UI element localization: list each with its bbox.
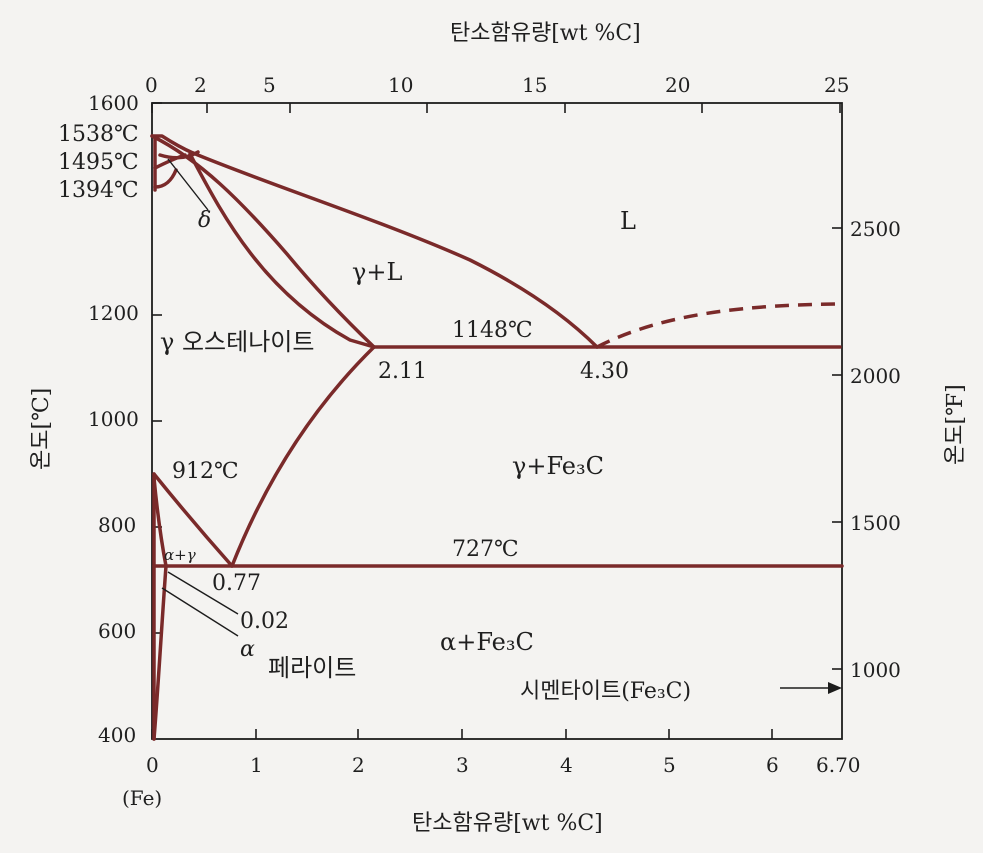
boundary-peritectic-to-2.11: [150, 134, 376, 349]
label-0-02: 0.02: [240, 609, 289, 634]
alpha-gamma-boundary: [152, 476, 168, 568]
left-tick-1600: 1600: [88, 91, 139, 115]
left-tick-400: 400: [98, 723, 136, 747]
delta-pointer: [167, 158, 209, 211]
label-727: 727℃: [452, 537, 519, 562]
label-gamma-liquid: γ+L: [352, 258, 402, 286]
top-tick-25: 25: [824, 73, 849, 97]
top-tick-2: 2: [194, 73, 207, 97]
label-alpha: α: [240, 637, 255, 662]
label-1148: 1148℃: [452, 318, 533, 343]
delta-liquidus: [150, 134, 195, 155]
left-tick-1000: 1000: [88, 407, 139, 431]
top-tick-0: 0: [145, 73, 158, 97]
alpha-solvus: [152, 564, 168, 741]
label-cementite: 시멘타이트(Fe₃C): [520, 679, 691, 704]
left-tick-1200: 1200: [88, 301, 139, 325]
label-liquid: L: [620, 207, 636, 235]
left-axis-title: 온도[℃]: [29, 388, 54, 470]
left-tick-600: 600: [98, 619, 136, 643]
solidus-gamma: [188, 152, 376, 349]
bottom-tick-5: 5: [663, 753, 676, 777]
top-tick-15: 15: [522, 73, 547, 97]
bottom-tick-1: 1: [250, 753, 263, 777]
label-1538: 1538℃: [58, 122, 139, 147]
alpha-pointer: [161, 587, 239, 637]
liquidus-to-eutectic: [191, 151, 599, 349]
bottom-axis-ticks: [151, 729, 773, 739]
top-axis-title: 탄소함유량[wt %C]: [450, 21, 641, 46]
right-axis-ticks: [832, 227, 842, 670]
bottom-tick-3: 3: [456, 753, 469, 777]
right-axis-title: 온도[℉]: [943, 384, 968, 465]
delta-gamma-lower: [153, 168, 178, 189]
label-ferrite: 페라이트: [268, 654, 356, 682]
c002-pointer: [167, 571, 239, 615]
cementite-arrow-head: [828, 682, 842, 694]
a3-line: [152, 472, 234, 568]
top-tick-20: 20: [665, 73, 690, 97]
right-tick-2500: 2500: [850, 217, 901, 241]
right-tick-1500: 1500: [850, 511, 901, 535]
label-austenite: γ 오스테나이트: [160, 328, 314, 356]
acm-line: [230, 345, 376, 568]
bottom-tick-6-70: 6.70: [816, 753, 861, 777]
cementite-liquidus-dashed: [596, 302, 839, 349]
left-tick-800: 800: [98, 513, 136, 537]
right-tick-2000: 2000: [850, 364, 901, 388]
bottom-tick-0: 0: [146, 753, 159, 777]
top-axis-ticks: [151, 103, 841, 113]
top-tick-5: 5: [263, 73, 276, 97]
bottom-axis-title: 탄소함유량[wt %C]: [412, 811, 603, 836]
bottom-tick-2: 2: [352, 753, 365, 777]
bottom-tick-6: 6: [766, 753, 779, 777]
delta-gamma-upper: [153, 153, 187, 170]
label-gamma-fe3c: γ+Fe₃C: [512, 452, 604, 480]
right-tick-1000: 1000: [850, 658, 901, 682]
label-alpha-gamma: α+γ: [164, 546, 196, 564]
label-alpha-fe3c: α+Fe₃C: [440, 628, 534, 656]
label-delta: δ: [198, 208, 211, 233]
bottom-origin-note: (Fe): [122, 786, 162, 810]
label-2-11: 2.11: [378, 359, 427, 384]
label-912: 912℃: [172, 459, 239, 484]
label-0-77: 0.77: [212, 571, 261, 596]
label-4-30: 4.30: [580, 359, 629, 384]
bottom-tick-4: 4: [560, 753, 573, 777]
top-tick-10: 10: [388, 73, 413, 97]
label-1495: 1495℃: [58, 150, 139, 175]
label-1394: 1394℃: [58, 178, 139, 203]
